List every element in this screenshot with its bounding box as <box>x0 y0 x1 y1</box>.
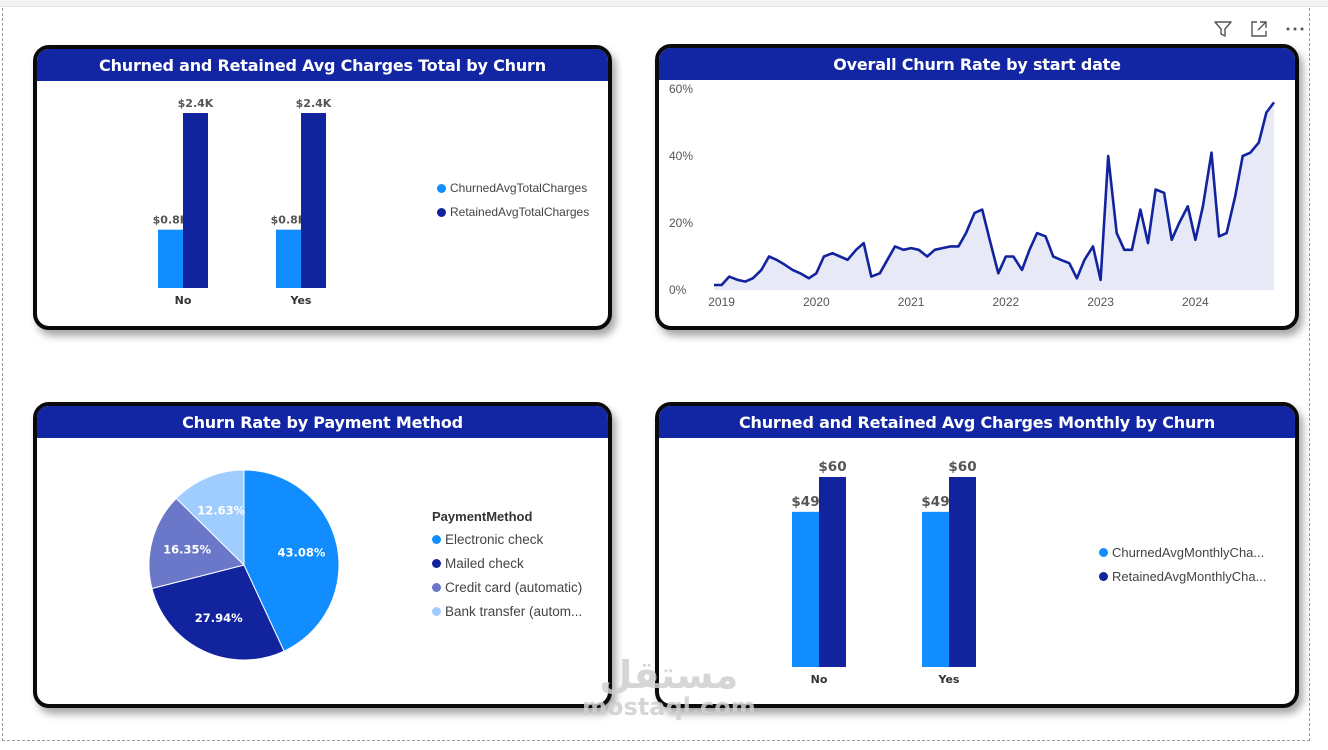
watermark-arabic: مستقل <box>599 653 739 697</box>
legend-item-churned-total[interactable]: ChurnedAvgTotalCharges <box>437 181 589 195</box>
legend-label: Electronic check <box>445 532 544 547</box>
data-label: $60 <box>948 459 976 475</box>
legend-item-retained-monthly[interactable]: RetainedAvgMonthlyCha... <box>1099 569 1266 584</box>
legend-item-credit-card[interactable]: Credit card (automatic) <box>432 580 582 595</box>
bar-churned-yes <box>922 511 949 667</box>
total-charges-legend: ChurnedAvgTotalCharges RetainedAvgTotalC… <box>437 181 589 229</box>
data-label: $0.8K <box>271 214 307 227</box>
legend-swatch <box>432 535 441 544</box>
total-charges-title: Churned and Retained Avg Charges Total b… <box>37 49 608 81</box>
watermark-latin: mostaql.com <box>582 693 756 721</box>
x-tick-label: No <box>175 294 192 307</box>
payment-method-pie-chart: 43.08% 27.94% 16.35% 12.63% <box>148 469 340 661</box>
bar-churned-yes <box>276 229 301 288</box>
legend-swatch <box>1099 572 1108 581</box>
data-label: $60 <box>818 459 846 475</box>
y-tick-label: 40% <box>669 149 693 163</box>
payment-method-card[interactable]: 43.08% 27.94% 16.35% 12.63% Churn Rate by P… <box>33 402 612 708</box>
x-tick-label: Yes <box>938 673 960 686</box>
churn-rate-area <box>714 102 1274 291</box>
x-tick-label: No <box>811 673 828 686</box>
legend-swatch <box>437 207 446 217</box>
x-tick-label: 2021 <box>898 295 925 309</box>
pie-slice-mailed-check <box>151 564 285 661</box>
top-strip <box>0 0 1328 7</box>
y-tick-label: 60% <box>669 82 693 96</box>
data-label: $2.4K <box>178 97 214 110</box>
monthly-charges-card[interactable]: $49 $60 No $49 $60 Yes Churned and Retained A… <box>655 402 1299 708</box>
legend-swatch <box>432 559 441 568</box>
report-canvas-frame <box>2 8 1310 741</box>
legend-item-electronic-check[interactable]: Electronic check <box>432 532 582 547</box>
legend-item-mailed-check[interactable]: Mailed check <box>432 556 582 571</box>
legend-swatch <box>437 183 446 193</box>
pie-slice-bank-transfer <box>175 469 245 567</box>
visual-toolbar <box>1212 18 1306 40</box>
legend-label: Credit card (automatic) <box>445 580 583 595</box>
total-charges-chart: $0.8K $2.4K No $0.8K $2.4K Yes <box>153 97 332 307</box>
total-charges-card[interactable]: $0.8K $2.4K No $0.8K $2.4K Yes Churned and Re… <box>33 45 612 330</box>
legend-swatch <box>432 583 441 592</box>
bar-retained-yes <box>301 113 326 288</box>
legend-item-churned-monthly[interactable]: ChurnedAvgMonthlyCha... <box>1099 545 1266 560</box>
bar-retained-no <box>819 477 846 667</box>
legend-title: PaymentMethod <box>432 509 533 524</box>
pie-data-label: 12.63% <box>197 504 245 518</box>
pie-slice-credit-card <box>148 497 245 590</box>
monthly-charges-title: Churned and Retained Avg Charges Monthly… <box>659 406 1295 438</box>
legend-swatch <box>1099 548 1108 557</box>
pie-data-label: 27.94% <box>195 611 243 625</box>
x-tick-label: 2019 <box>708 295 735 309</box>
filter-icon[interactable] <box>1212 18 1234 40</box>
legend-label: ChurnedAvgMonthlyCha... <box>1112 545 1265 560</box>
monthly-charges-legend: ChurnedAvgMonthlyCha... RetainedAvgMonth… <box>1099 545 1266 593</box>
payment-method-title: Churn Rate by Payment Method <box>37 406 608 438</box>
churn-rate-card[interactable]: 0% 20% 40% 60% 2019 2020 2021 2022 2023 2024 Over… <box>655 44 1299 330</box>
churn-rate-title: Overall Churn Rate by start date <box>659 48 1295 80</box>
x-tick-label: 2022 <box>992 295 1019 309</box>
legend-swatch <box>432 607 441 616</box>
legend-label: ChurnedAvgTotalCharges <box>450 181 588 195</box>
data-label: $49 <box>921 494 949 510</box>
churn-rate-line <box>714 101 1276 287</box>
legend-label: RetainedAvgMonthlyCha... <box>1112 569 1267 584</box>
x-tick-label: Yes <box>290 294 312 307</box>
y-tick-label: 20% <box>669 216 693 230</box>
data-label: $49 <box>791 494 819 510</box>
mostaql-watermark: مستقل mostaql.com <box>582 655 756 719</box>
bar-retained-no <box>183 113 208 288</box>
pie-data-label: 43.08% <box>278 545 326 559</box>
legend-item-retained-total[interactable]: RetainedAvgTotalCharges <box>437 205 589 219</box>
monthly-charges-chart: $49 $60 No $49 $60 Yes <box>791 459 976 686</box>
payment-method-legend: PaymentMethod Electronic check Mailed ch… <box>432 509 582 628</box>
legend-label: Mailed check <box>445 556 524 571</box>
churn-rate-line-chart: 0% 20% 40% 60% 2019 2020 2021 2022 2023 2024 <box>669 82 1276 309</box>
bar-churned-no <box>158 229 183 288</box>
pie-slice-electronic-check <box>243 469 340 652</box>
x-tick-label: 2020 <box>803 295 830 309</box>
focus-mode-icon[interactable] <box>1248 18 1270 40</box>
bar-churned-no <box>792 511 819 667</box>
legend-item-bank-transfer[interactable]: Bank transfer (autom... <box>432 604 582 619</box>
y-tick-label: 0% <box>669 283 687 297</box>
data-label: $2.4K <box>296 97 332 110</box>
more-options-icon[interactable] <box>1284 18 1306 40</box>
data-label: $0.8K <box>153 214 189 227</box>
pie-data-label: 16.35% <box>163 543 211 557</box>
x-tick-label: 2024 <box>1182 295 1209 309</box>
legend-label: RetainedAvgTotalCharges <box>450 205 590 219</box>
x-tick-label: 2023 <box>1087 295 1114 309</box>
legend-label: Bank transfer (autom... <box>445 604 583 619</box>
bar-retained-yes <box>949 477 976 667</box>
